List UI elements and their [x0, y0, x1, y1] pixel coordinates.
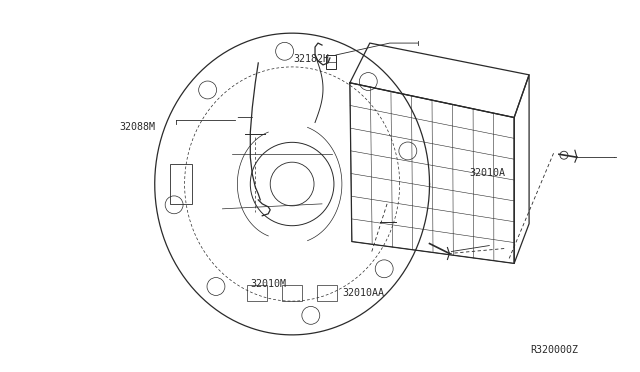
Bar [170, 164, 191, 204]
Text: 32010AA: 32010AA [342, 288, 384, 298]
Text: 32088M: 32088M [119, 122, 156, 132]
Text: R320000Z: R320000Z [530, 345, 578, 355]
Text: 32010A: 32010A [470, 168, 506, 178]
Bar [326, 55, 336, 69]
Bar [317, 285, 337, 301]
Text: 32010M: 32010M [250, 279, 286, 289]
Bar [282, 285, 302, 301]
Bar [247, 285, 268, 301]
Text: 32182H: 32182H [293, 54, 329, 64]
